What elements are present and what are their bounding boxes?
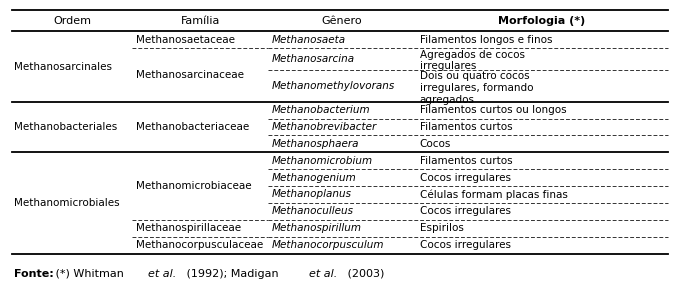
Text: Methanosarcinaceae: Methanosarcinaceae [136, 70, 244, 80]
Text: Methanomicrobiales: Methanomicrobiales [14, 198, 119, 208]
Text: Morfologia (*): Morfologia (*) [498, 16, 585, 26]
Text: Família: Família [180, 16, 220, 26]
Text: (2003): (2003) [344, 269, 385, 279]
Text: Methanospirillum: Methanospirillum [271, 223, 361, 233]
Text: Methanosaetaceae: Methanosaetaceae [136, 35, 235, 45]
Text: Methanocorpusculaceae: Methanocorpusculaceae [136, 240, 263, 250]
Text: Cocos: Cocos [420, 139, 451, 149]
Text: Methanobacterium: Methanobacterium [271, 105, 370, 115]
Text: Methanosaeta: Methanosaeta [271, 35, 346, 45]
Text: Cocos irregulares: Cocos irregulares [420, 206, 510, 217]
Text: Methanosarcina: Methanosarcina [271, 54, 354, 64]
Text: Filamentos curtos: Filamentos curtos [420, 156, 512, 166]
Text: Fonte:: Fonte: [14, 269, 54, 279]
Text: Methanogenium: Methanogenium [271, 173, 356, 183]
Text: Methanosarcinales: Methanosarcinales [14, 61, 112, 72]
Text: Filamentos curtos ou longos: Filamentos curtos ou longos [420, 105, 566, 115]
Text: Methanobacteriales: Methanobacteriales [14, 122, 117, 132]
Text: Methanoplanus: Methanoplanus [271, 189, 352, 200]
Text: Espirilos: Espirilos [420, 223, 464, 233]
Text: Methanomicrobium: Methanomicrobium [271, 156, 373, 166]
Text: Células formam placas finas: Células formam placas finas [420, 189, 568, 200]
Text: Methanomicrobiaceae: Methanomicrobiaceae [136, 181, 251, 191]
Text: Methanobacteriaceae: Methanobacteriaceae [136, 122, 249, 132]
Text: et al.: et al. [148, 269, 176, 279]
Text: Cocos irregulares: Cocos irregulares [420, 240, 510, 250]
Text: Methanosphaera: Methanosphaera [271, 139, 359, 149]
Text: Methanomethylovorans: Methanomethylovorans [271, 81, 395, 91]
Text: Filamentos longos e finos: Filamentos longos e finos [420, 35, 552, 45]
Text: et al.: et al. [308, 269, 337, 279]
Text: Methanobrevibacter: Methanobrevibacter [271, 122, 377, 132]
Text: Agregados de cocos
irregulares: Agregados de cocos irregulares [420, 50, 524, 71]
Text: Cocos irregulares: Cocos irregulares [420, 173, 510, 183]
Text: Filamentos curtos: Filamentos curtos [420, 122, 512, 132]
Text: Gênero: Gênero [321, 16, 362, 26]
Text: (*) Whitman: (*) Whitman [53, 269, 128, 279]
Text: Methanocorpusculum: Methanocorpusculum [271, 240, 384, 250]
Text: Dois ou quatro cocos
irregulares, formando
agregados: Dois ou quatro cocos irregulares, forman… [420, 71, 533, 105]
Text: Methanospirillaceae: Methanospirillaceae [136, 223, 241, 233]
Text: (1992); Madigan: (1992); Madigan [184, 269, 283, 279]
Text: Methanoculleus: Methanoculleus [271, 206, 353, 217]
Text: Ordem: Ordem [53, 16, 91, 26]
